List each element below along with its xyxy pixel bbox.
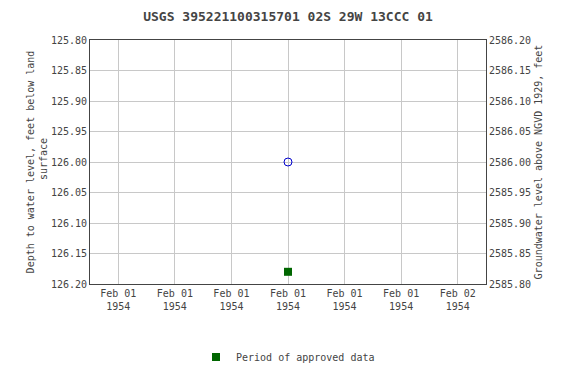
svg-text:Feb 011954: Feb 011954 [270,288,306,312]
svg-text:Feb 011954: Feb 011954 [157,288,193,312]
svg-text:2586.15: 2586.15 [489,65,531,76]
svg-text:Feb 011954: Feb 011954 [100,288,136,312]
svg-text:125.85: 125.85 [51,65,87,76]
svg-text:125.80: 125.80 [51,35,87,46]
svg-text:126.15: 126.15 [51,248,87,259]
svg-text:2586.10: 2586.10 [489,96,531,107]
svg-text:Feb 021954: Feb 021954 [440,288,476,312]
svg-text:2585.85: 2585.85 [489,248,531,259]
svg-text:2585.80: 2585.80 [489,279,531,290]
svg-text:2586.05: 2586.05 [489,126,531,137]
svg-text:Period of approved data: Period of approved data [236,352,374,363]
svg-text:Feb 011954: Feb 011954 [383,288,419,312]
svg-text:2585.90: 2585.90 [489,218,531,229]
svg-text:2586.20: 2586.20 [489,35,531,46]
svg-text:2585.95: 2585.95 [489,187,531,198]
svg-text:USGS 395221100315701 02S 29W 1: USGS 395221100315701 02S 29W 13CCC 01 [143,9,433,24]
svg-text:126.20: 126.20 [51,279,87,290]
svg-text:Feb 011954: Feb 011954 [327,288,363,312]
svg-text:126.05: 126.05 [51,187,87,198]
svg-text:126.00: 126.00 [51,157,87,168]
svg-text:2586.00: 2586.00 [489,157,531,168]
svg-text:Groundwater level above NGVD 1: Groundwater level above NGVD 1929, feet [533,45,544,280]
svg-text:Depth to water level, feet bel: Depth to water level, feet below land su… [25,51,49,274]
svg-text:126.10: 126.10 [51,218,87,229]
svg-text:125.90: 125.90 [51,96,87,107]
svg-text:Feb 011954: Feb 011954 [213,288,249,312]
svg-text:125.95: 125.95 [51,126,87,137]
